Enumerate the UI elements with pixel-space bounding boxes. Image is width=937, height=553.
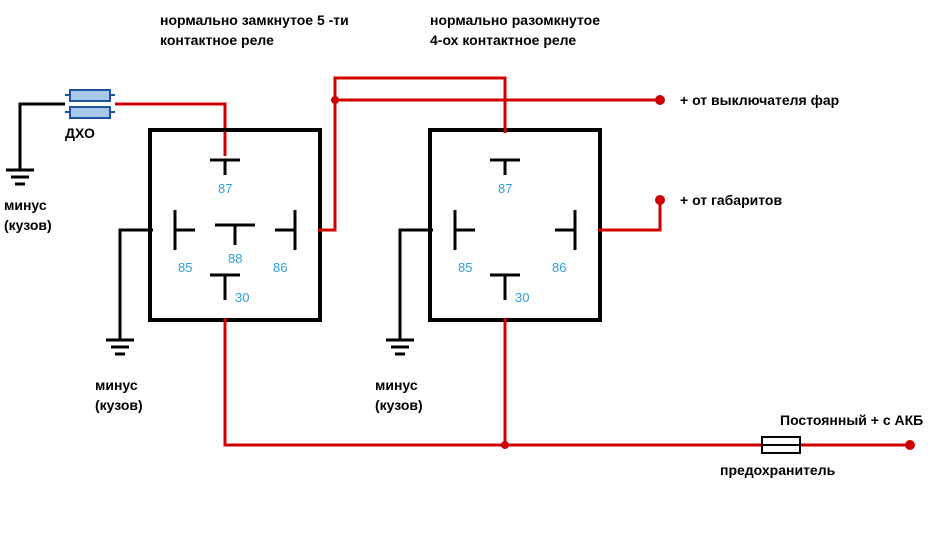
relay1-pin-87: 87 <box>218 181 232 196</box>
dho-label: ДХО <box>65 125 95 141</box>
relay2-title-line1: нормально разомкнутое <box>430 12 600 28</box>
ground1-label-b: (кузов) <box>4 217 52 233</box>
relay2-pin-86: 86 <box>552 260 566 275</box>
ground1-label-a: минус <box>4 197 47 213</box>
relay2: 87 85 86 30 <box>430 130 600 320</box>
relay2-pin-85: 85 <box>458 260 472 275</box>
wire-relay2-86-to-parking <box>598 195 665 230</box>
relay1-pin-30: 30 <box>235 290 249 305</box>
headlight-switch-label: + от выключателя фар <box>680 92 839 108</box>
wire-dho-to-ground <box>6 104 65 184</box>
fuse-label: предохранитель <box>720 462 836 478</box>
parking-lights-label: + от габаритов <box>680 192 782 208</box>
wire-relay2-85-to-ground <box>386 230 433 354</box>
relay1-pin-85: 85 <box>178 260 192 275</box>
relay1: 87 88 85 86 30 <box>150 130 320 320</box>
relay1-pin-86: 86 <box>273 260 287 275</box>
ground3-label-b: (кузов) <box>375 397 423 413</box>
wire-relay1-86-up-across <box>318 78 665 230</box>
wire-30-to-battery <box>225 318 915 450</box>
relay2-pin-87: 87 <box>498 181 512 196</box>
ground2-label-b: (кузов) <box>95 397 143 413</box>
relay1-title-line1: нормально замкнутое 5 -ти <box>160 12 349 28</box>
battery-label: Постоянный + с АКБ <box>780 412 923 428</box>
relay1-title-line2: контактное реле <box>160 32 274 48</box>
wire-relay1-85-to-ground <box>106 230 153 354</box>
relay2-pin-30: 30 <box>515 290 529 305</box>
ground3-label-a: минус <box>375 377 418 393</box>
dho-fuse <box>65 90 115 118</box>
relay2-title-line2: 4-ох контактное реле <box>430 32 576 48</box>
ground2-label-a: минус <box>95 377 138 393</box>
relay1-pin-88: 88 <box>228 251 242 266</box>
main-fuse <box>762 437 800 453</box>
